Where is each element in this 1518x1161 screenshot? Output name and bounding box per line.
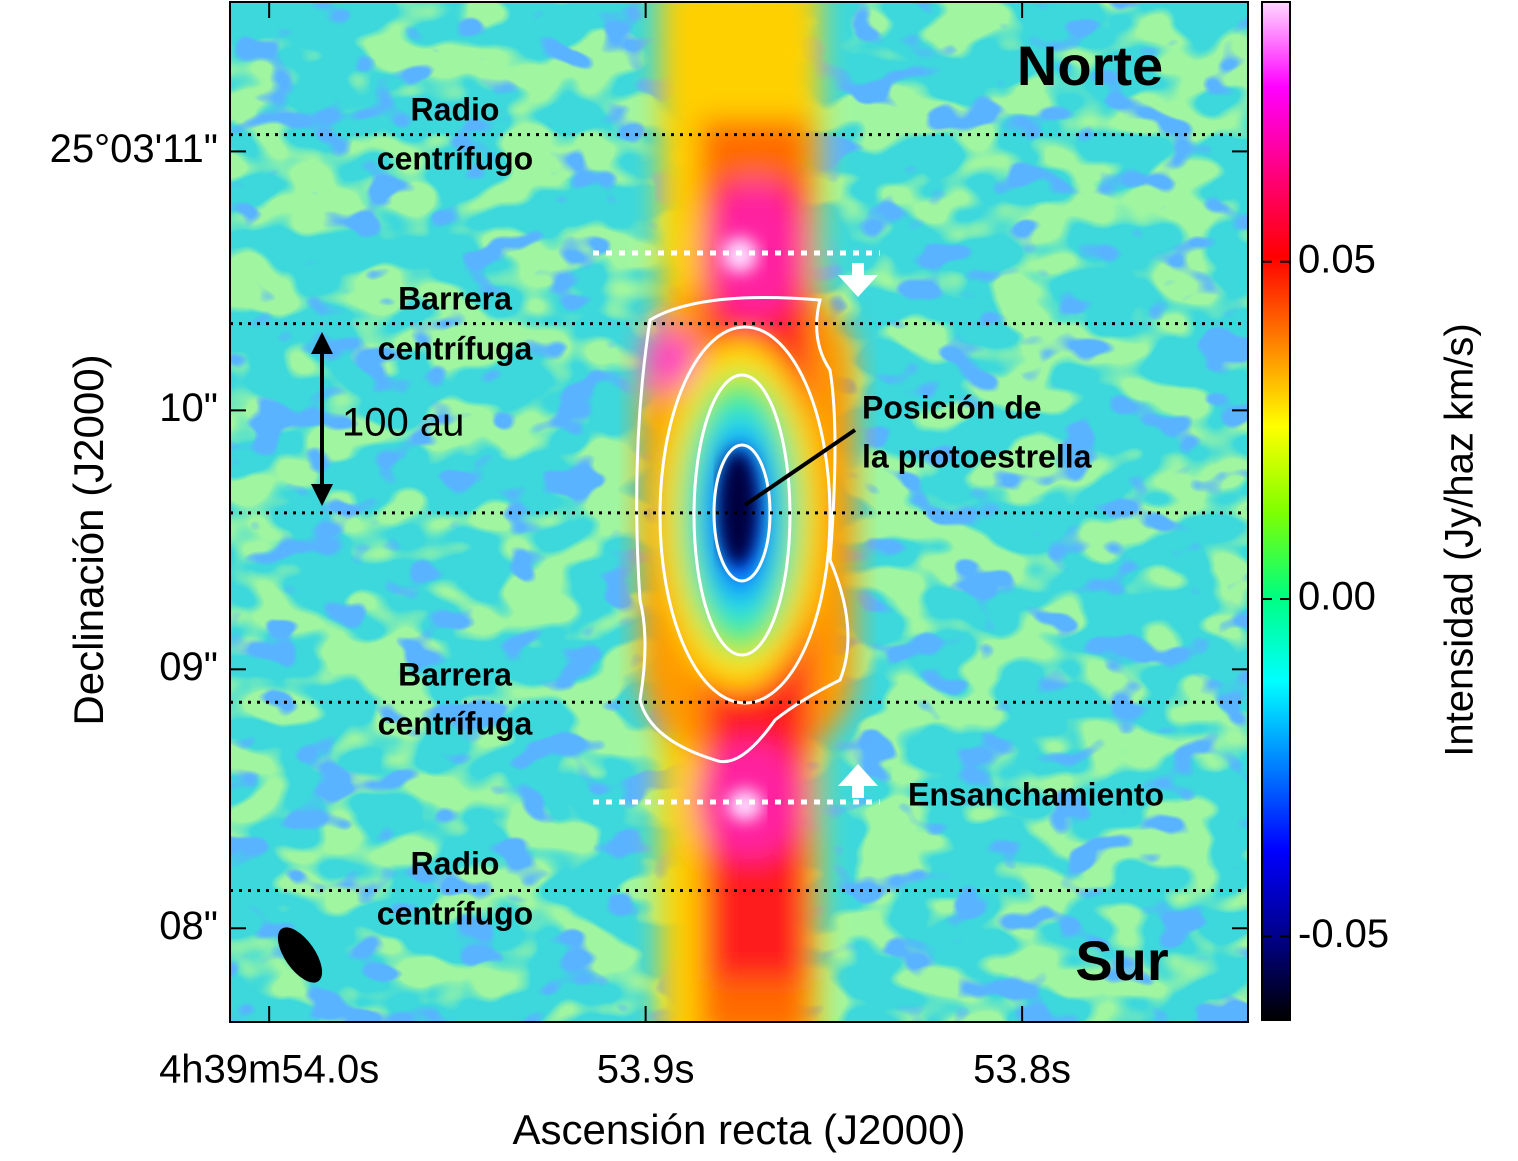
south-label: Sur bbox=[1075, 929, 1168, 992]
annotation: centrífugo bbox=[377, 140, 533, 176]
colorbar-title: Intensidad (Jy/haz km/s) bbox=[1438, 323, 1482, 757]
y-tick-label: 09" bbox=[159, 645, 218, 689]
y-tick-label: 08" bbox=[159, 904, 218, 948]
colorbar bbox=[1261, 1, 1291, 1021]
arrow-down bbox=[838, 263, 878, 297]
colorbar-tick-label: -0.05 bbox=[1298, 912, 1389, 956]
colorbar-tick-label: 0.05 bbox=[1298, 237, 1376, 281]
contours bbox=[635, 296, 850, 764]
pointer-line bbox=[743, 428, 857, 507]
scale-arrow bbox=[311, 332, 333, 506]
x-axis-title: Ascensión recta (J2000) bbox=[513, 1106, 966, 1153]
annotation: la protoestrella bbox=[862, 438, 1092, 474]
annotation: centrífuga bbox=[378, 330, 533, 366]
colorbar-tick-label: 0.00 bbox=[1298, 575, 1376, 619]
annotation: Radio bbox=[411, 91, 500, 127]
widening-markers bbox=[593, 250, 880, 805]
x-tick-label: 53.8s bbox=[973, 1048, 1071, 1092]
x-tick-label: 53.9s bbox=[597, 1048, 695, 1092]
annotation: Radio bbox=[411, 845, 500, 881]
x-tick-label: 4h39m54.0s bbox=[159, 1048, 379, 1092]
scale-label: 100 au bbox=[342, 401, 464, 445]
annotation: Barrera bbox=[398, 656, 512, 692]
beam bbox=[277, 927, 323, 983]
annotation: Ensanchamiento bbox=[908, 776, 1164, 812]
annotation: Barrera bbox=[398, 280, 512, 316]
y-tick-label: 10" bbox=[159, 386, 218, 430]
y-axis-title: Declinación (J2000) bbox=[65, 354, 112, 725]
north-label: Norte bbox=[1017, 34, 1163, 97]
annotation: Posición de bbox=[862, 389, 1042, 425]
plot-frame bbox=[229, 1, 1249, 1023]
arrow-up bbox=[838, 764, 878, 798]
y-tick-label: 25°03'11" bbox=[50, 127, 218, 171]
annotation: centrífugo bbox=[377, 895, 533, 931]
annotation: centrífuga bbox=[378, 705, 533, 741]
